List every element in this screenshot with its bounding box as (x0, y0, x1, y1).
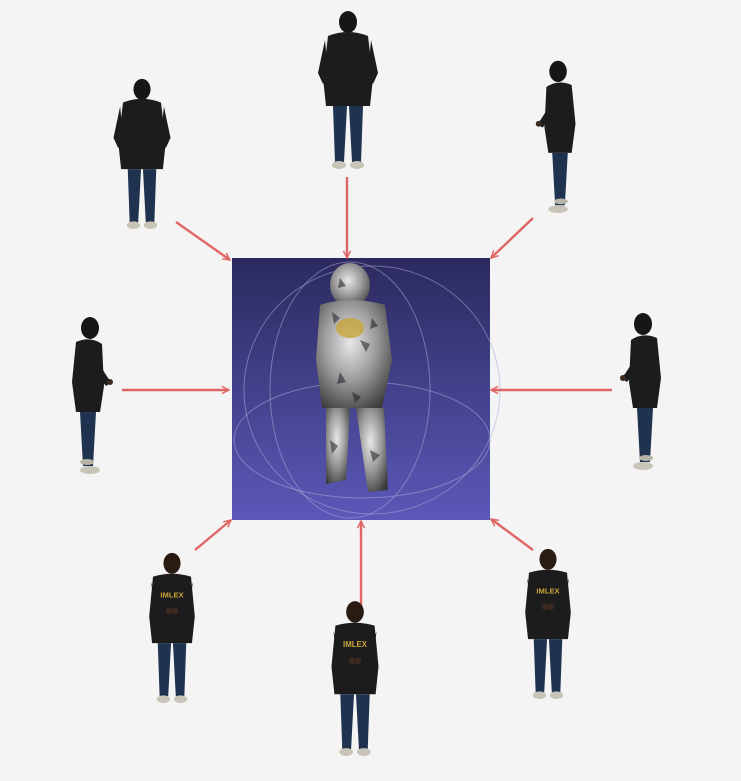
view-left (72, 317, 113, 474)
arrow-bottom-right (491, 518, 534, 551)
view-right (620, 313, 661, 470)
arrows (122, 177, 612, 605)
mesh-figure (316, 263, 392, 492)
view-bottom (331, 601, 379, 756)
view-bottom-left (149, 552, 195, 703)
view-top-right (535, 60, 576, 214)
arrow-top-left (175, 221, 230, 261)
view-top-left (113, 78, 171, 229)
view-top (318, 11, 378, 169)
arrow-top-right (491, 217, 534, 258)
view-bottom-right (525, 548, 571, 699)
reconstruction-panel (232, 258, 501, 520)
arrow-bottom-left (194, 520, 231, 551)
